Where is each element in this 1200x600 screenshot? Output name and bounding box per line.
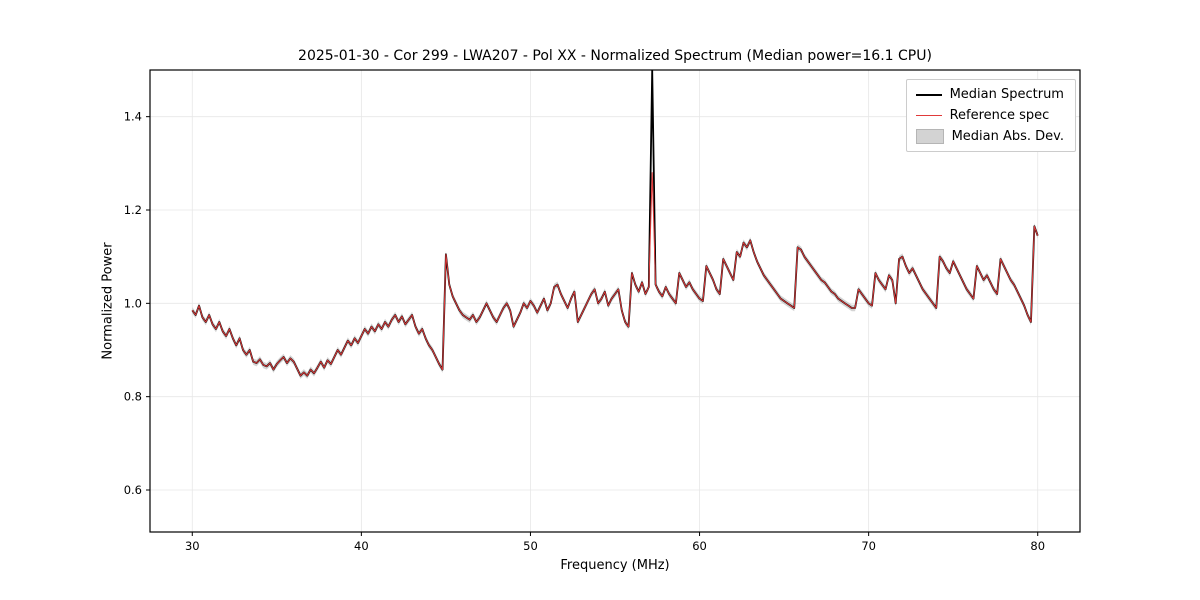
y-tick-label: 0.8 (124, 390, 142, 404)
x-tick-label: 30 (185, 539, 200, 553)
y-axis-label: Normalized Power (100, 242, 116, 360)
legend: Median Spectrum Reference spec Median Ab… (905, 79, 1076, 152)
reference-spec-line (191, 172, 1039, 377)
reference-spec-line-swatch (915, 115, 942, 116)
y-tick-label: 1.4 (124, 110, 142, 124)
y-tick-label: 1.2 (124, 203, 142, 217)
legend-item-median-abs-dev: Median Abs. Dev. (915, 129, 1064, 144)
median-abs-dev-patch-swatch (915, 129, 944, 144)
x-tick-label: 50 (523, 539, 538, 553)
legend-label: Median Abs. Dev. (951, 129, 1064, 144)
axes-box (149, 69, 1081, 533)
y-tick-label: 0.6 (124, 483, 142, 497)
legend-label: Median Spectrum (949, 87, 1064, 102)
x-axis-label: Frequency (MHz) (560, 558, 670, 573)
x-tick-label: 40 (354, 539, 369, 553)
x-tick-label: 60 (692, 539, 707, 553)
x-tick-label: 70 (861, 539, 876, 553)
median-spectrum-line-swatch (915, 93, 942, 96)
y-tick-label: 1.0 (124, 296, 142, 310)
x-tick-label: 80 (1030, 539, 1045, 553)
legend-label: Reference spec (949, 108, 1050, 123)
chart-title: 2025-01-30 - Cor 299 - LWA207 - Pol XX -… (298, 48, 932, 64)
legend-item-reference-spec: Reference spec (915, 108, 1064, 123)
legend-item-median-spectrum: Median Spectrum (915, 87, 1064, 102)
